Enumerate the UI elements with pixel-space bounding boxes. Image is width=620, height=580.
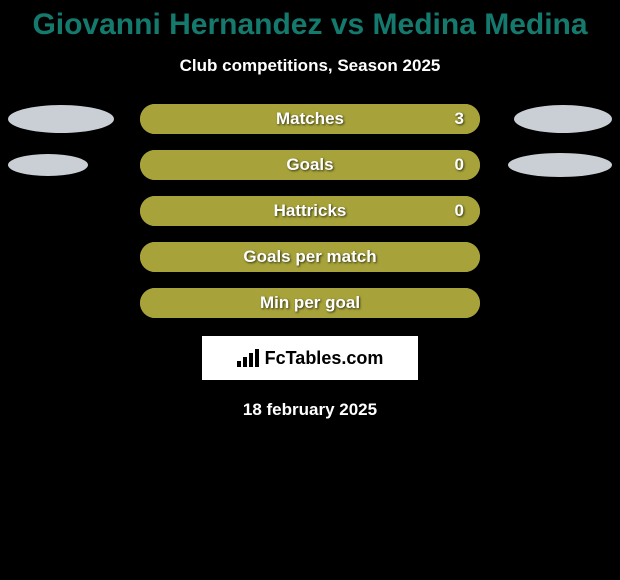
stat-value: 0 — [455, 196, 464, 226]
comparison-subtitle: Club competitions, Season 2025 — [0, 56, 620, 76]
bars-icon — [237, 349, 259, 367]
stat-value: 3 — [455, 104, 464, 134]
stat-bar: Goals per match — [140, 242, 480, 272]
stat-bar: Matches3 — [140, 104, 480, 134]
stats-container: Matches3Goals0Hattricks0Goals per matchM… — [0, 104, 620, 318]
stat-row: Matches3 — [0, 104, 620, 134]
stat-value: 0 — [455, 150, 464, 180]
brand-text: FcTables.com — [265, 348, 384, 369]
stat-bar: Min per goal — [140, 288, 480, 318]
stat-row: Hattricks0 — [0, 196, 620, 226]
stat-label: Min per goal — [140, 288, 480, 318]
stat-label: Hattricks — [140, 196, 480, 226]
player-left-ellipse — [8, 154, 88, 176]
stat-row: Goals0 — [0, 150, 620, 180]
stat-label: Matches — [140, 104, 480, 134]
stat-row: Goals per match — [0, 242, 620, 272]
player-left-ellipse — [8, 105, 114, 133]
stat-row: Min per goal — [0, 288, 620, 318]
brand-badge: FcTables.com — [202, 336, 418, 380]
stat-bar: Goals0 — [140, 150, 480, 180]
player-right-ellipse — [508, 153, 612, 177]
stat-label: Goals per match — [140, 242, 480, 272]
stat-label: Goals — [140, 150, 480, 180]
comparison-title: Giovanni Hernandez vs Medina Medina — [0, 0, 620, 42]
stat-bar: Hattricks0 — [140, 196, 480, 226]
date-line: 18 february 2025 — [0, 400, 620, 420]
player-right-ellipse — [514, 105, 612, 133]
